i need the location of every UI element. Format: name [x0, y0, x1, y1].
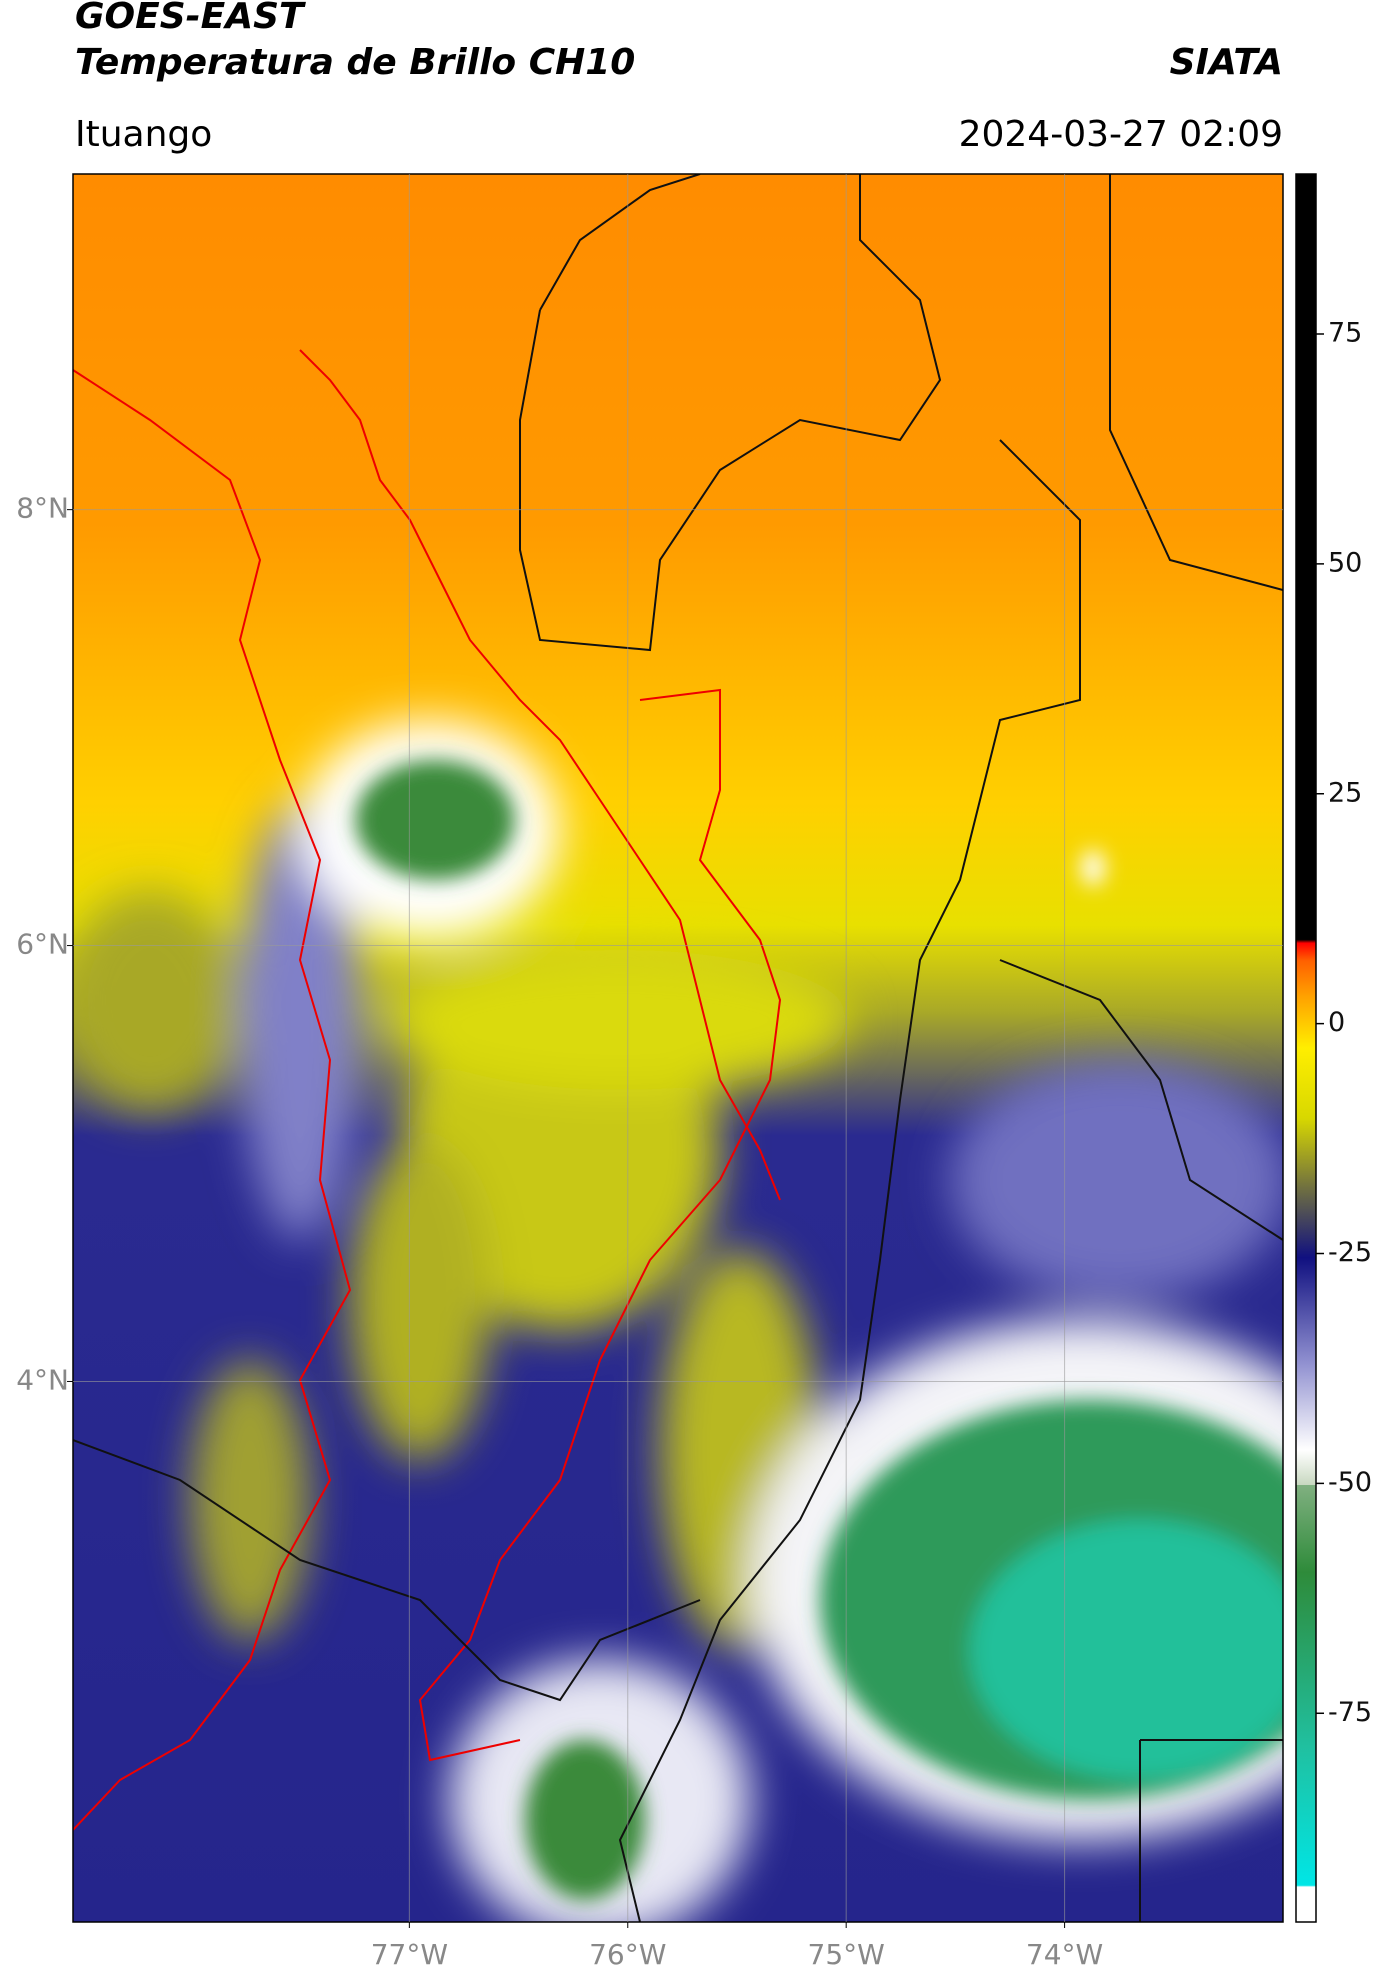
y-tick-label: 8°N — [16, 492, 69, 525]
colorbar — [1295, 173, 1317, 1923]
satellite-image — [73, 174, 1283, 1922]
colorbar-tick-label: 50 — [1328, 547, 1362, 578]
colorbar-tick-label: 25 — [1328, 777, 1362, 808]
y-tick-label: 6°N — [16, 928, 69, 961]
map-frame — [72, 173, 1284, 1923]
x-tick-label: 76°W — [589, 1938, 666, 1971]
colorbar-tick-label: 75 — [1328, 317, 1362, 348]
y-tick-label: 4°N — [16, 1363, 69, 1396]
colorbar-tick-label: -50 — [1328, 1467, 1372, 1498]
colorbar-tick-label: -25 — [1328, 1237, 1372, 1268]
x-tick-label: 75°W — [808, 1938, 885, 1971]
x-tick-label: 77°W — [371, 1938, 448, 1971]
product: Temperatura de Brillo CH10 — [75, 42, 635, 83]
satellite: GOES-EAST — [75, 0, 306, 37]
colorbar-tick-label: 0 — [1328, 1007, 1345, 1038]
location: Ituango — [75, 114, 212, 155]
agency: SIATA — [1170, 42, 1283, 83]
colorbar-tick-label: -75 — [1328, 1697, 1372, 1728]
datetime: 2024-03-27 02:09 — [959, 114, 1283, 155]
x-tick-label: 74°W — [1026, 1938, 1103, 1971]
